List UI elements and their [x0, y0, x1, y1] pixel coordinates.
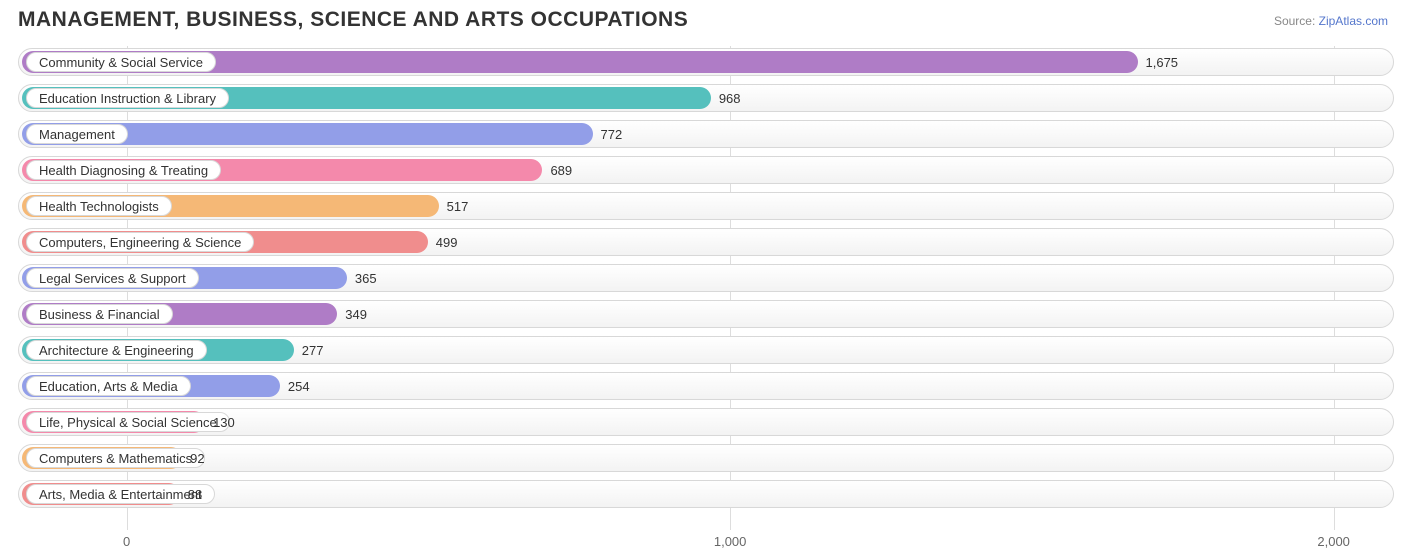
bar-category-label: Management [26, 124, 128, 144]
bar-value-label: 772 [593, 118, 623, 150]
bar-row: Management 772 [18, 118, 1394, 150]
chart-title: MANAGEMENT, BUSINESS, SCIENCE AND ARTS O… [18, 8, 688, 32]
bar-row: Computers & Mathematics92 [18, 442, 1394, 474]
bar-category-label: Life, Physical & Social Science [26, 412, 230, 432]
x-axis-tick: 1,000 [714, 534, 747, 549]
bar-row: Education, Arts & Media 254 [18, 370, 1394, 402]
plot-region: Community & Social Service 1,675 Education… [18, 46, 1394, 530]
chart-area: Community & Social Service 1,675 Education… [18, 46, 1394, 530]
bar-value-label: 365 [347, 262, 377, 294]
bar-track [18, 444, 1394, 472]
bar-row: Health Diagnosing & Treating 689 [18, 154, 1394, 186]
bar-category-label: Health Technologists [26, 196, 172, 216]
bar-row: Legal Services & Support 365 [18, 262, 1394, 294]
bar-value-label: 499 [428, 226, 458, 258]
bar-category-label: Education, Arts & Media [26, 376, 191, 396]
bar-category-label: Education Instruction & Library [26, 88, 229, 108]
bar-category-label: Health Diagnosing & Treating [26, 160, 221, 180]
bar-value-label: 254 [280, 370, 310, 402]
bar-value-label: 88 [180, 478, 202, 510]
bar-row: Business & Financial 349 [18, 298, 1394, 330]
bar-value-label: 1,675 [1138, 46, 1179, 78]
source-link[interactable]: ZipAtlas.com [1319, 14, 1388, 28]
bar-category-label: Community & Social Service [26, 52, 216, 72]
bar-value-label: 968 [711, 82, 741, 114]
source-prefix: Source: [1274, 14, 1319, 28]
bar-row: Community & Social Service 1,675 [18, 46, 1394, 78]
bar-value-label: 517 [439, 190, 469, 222]
bar-category-label: Computers, Engineering & Science [26, 232, 254, 252]
bar-value-label: 689 [542, 154, 572, 186]
bar-category-label: Legal Services & Support [26, 268, 199, 288]
bar-row: Education Instruction & Library 968 [18, 82, 1394, 114]
source-attribution: Source: ZipAtlas.com [1274, 14, 1388, 28]
bar-row: Life, Physical & Social Science130 [18, 406, 1394, 438]
bar-category-label: Architecture & Engineering [26, 340, 207, 360]
bar-row: Arts, Media & Entertainment88 [18, 478, 1394, 510]
bar-row: Computers, Engineering & Science 499 [18, 226, 1394, 258]
bar-value-label: 92 [182, 442, 204, 474]
x-axis-labels: 0 1,000 2,000 [18, 534, 1394, 552]
bar-category-label: Computers & Mathematics [26, 448, 205, 468]
bar-track [18, 480, 1394, 508]
x-axis-tick: 2,000 [1317, 534, 1350, 549]
bar-value-label: 349 [337, 298, 367, 330]
bar-value-label: 277 [294, 334, 324, 366]
x-axis-tick: 0 [123, 534, 130, 549]
bar-row: Health Technologists 517 [18, 190, 1394, 222]
bar-category-label: Business & Financial [26, 304, 173, 324]
bar-value-label: 130 [205, 406, 235, 438]
bar-row: Architecture & Engineering 277 [18, 334, 1394, 366]
